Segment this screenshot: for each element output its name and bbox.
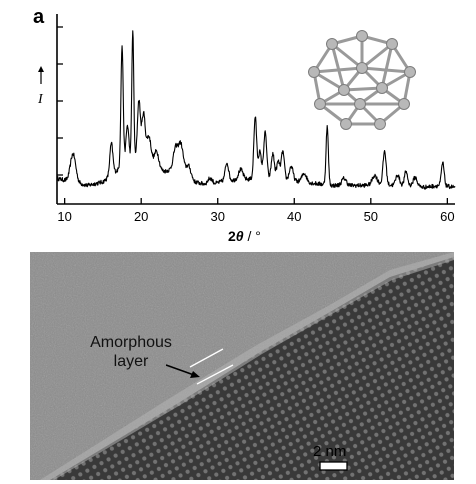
layer-marker-line: [189, 348, 224, 368]
cluster-bond: [312, 66, 364, 74]
cluster-atom: [338, 84, 350, 96]
cluster-bond: [360, 66, 412, 74]
scale-bar-label: 2 nm: [313, 443, 347, 460]
cluster-atom: [354, 98, 366, 110]
x-label-symbol: θ: [236, 228, 244, 244]
y-axis-label: I: [37, 92, 44, 107]
cluster-atom: [326, 38, 338, 50]
icosahedral-cluster-icon: [308, 30, 416, 130]
cluster-atom: [356, 30, 368, 42]
chart-axes: [56, 14, 455, 205]
annotation-line-2: layer: [113, 353, 149, 370]
x-ticks-group: 10 20 30 40 50 60: [57, 198, 455, 224]
x-tick-label: 20: [134, 209, 148, 224]
cluster-bond: [330, 42, 364, 70]
y-label-group: I: [37, 66, 44, 107]
crystal-region: [50, 257, 454, 480]
amorphous-band: [40, 252, 454, 480]
cluster-atom: [356, 62, 368, 74]
amorphous-layer-label: Amorphous layer: [86, 333, 176, 371]
cluster-atom: [404, 66, 416, 78]
annotation-arrow: [165, 364, 195, 376]
panel-letter-a: a: [33, 6, 45, 28]
tem-micrograph: [30, 252, 454, 480]
x-tick-label: 30: [210, 209, 224, 224]
cluster-atom: [340, 118, 352, 130]
xrd-pattern-line: [56, 30, 456, 190]
arrow-head-icon: [190, 371, 200, 378]
x-label-unit: / °: [244, 228, 261, 244]
cluster-atom: [374, 118, 386, 130]
cluster-atom: [386, 38, 398, 50]
x-tick-label: 10: [57, 209, 71, 224]
cluster-bond: [330, 42, 346, 92]
cluster-bond: [342, 86, 384, 92]
cluster-bond: [380, 42, 394, 90]
layer-marker-line: [196, 364, 234, 385]
cluster-atom: [314, 98, 326, 110]
xrd-chart: 10 20 30 40 50 60 I 2θ / °: [37, 14, 456, 244]
cluster-atom: [308, 66, 320, 78]
cluster-atom: [376, 82, 388, 94]
cluster-atom: [398, 98, 410, 110]
scale-bar: [319, 461, 348, 471]
x-tick-label: 50: [364, 209, 378, 224]
x-axis-label: 2θ / °: [228, 228, 261, 244]
x-tick-label: 60: [440, 209, 454, 224]
cluster-bond: [360, 42, 394, 70]
annotation-line-1: Amorphous: [90, 334, 172, 351]
x-label-prefix: 2: [228, 228, 236, 244]
x-tick-label: 40: [287, 209, 301, 224]
crystal-shading: [50, 257, 454, 480]
y-arrow-head-icon: [38, 66, 44, 72]
